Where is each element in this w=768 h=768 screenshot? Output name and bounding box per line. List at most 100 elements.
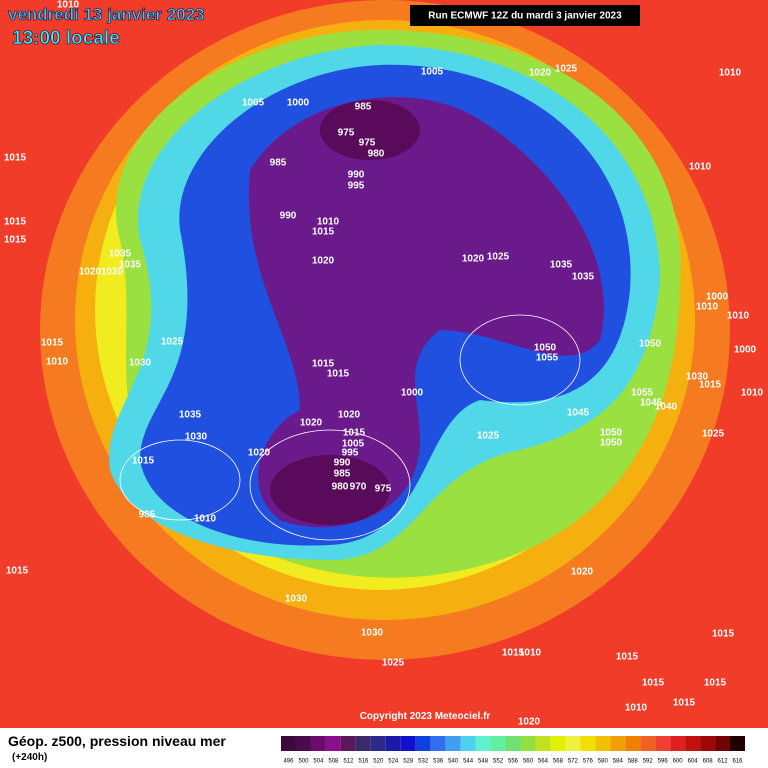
isobar-label: 980: [368, 149, 385, 160]
color-swatch: [610, 736, 626, 751]
color-swatch: [595, 736, 611, 751]
color-swatch: [385, 736, 401, 751]
isobar: [459, 314, 581, 406]
isobar-label: 1015: [4, 153, 27, 164]
isobar-label: 995: [342, 448, 359, 459]
color-swatch: [505, 736, 521, 751]
color-label: 560: [523, 759, 534, 765]
isobar-label: 1030: [285, 594, 308, 605]
isobar-label: 975: [359, 138, 376, 149]
isobar-label: 1010: [317, 217, 340, 228]
isobar-label: 1030: [129, 358, 152, 369]
isobar-label: 1000: [734, 345, 757, 356]
color-swatch: [520, 736, 536, 751]
color-label: 556: [508, 759, 519, 765]
isobar-label: 1020: [338, 410, 361, 421]
isobar-label: 1015: [327, 369, 350, 380]
isobar-label: 1010: [194, 514, 217, 525]
color-label: 588: [628, 759, 639, 765]
isobar-label: 975: [375, 484, 392, 495]
isobar-label: 1035: [109, 249, 132, 260]
color-swatch: [580, 736, 596, 751]
isobar-label: 1015: [343, 428, 366, 439]
color-label: 524: [388, 759, 399, 765]
isobar: [249, 429, 411, 541]
color-swatch: [700, 736, 716, 751]
color-label: 540: [448, 759, 459, 765]
isobar-label: 1035: [119, 260, 142, 271]
isobar-label: 1020: [571, 567, 594, 578]
isobar: [119, 439, 241, 521]
isobar-label: 1020: [300, 418, 323, 429]
color-label: 552: [493, 759, 504, 765]
isobar-label: 1045: [567, 408, 590, 419]
color-swatch: [460, 736, 476, 751]
color-label: 616: [733, 759, 744, 765]
isobar-label: 1010: [625, 703, 648, 714]
color-swatch: [430, 736, 446, 751]
isobar-label: 1015: [41, 338, 64, 349]
time: 13:00 locale: [12, 28, 120, 49]
color-swatch: [310, 736, 326, 751]
isobar-label: 1015: [673, 698, 696, 709]
color-swatch: [535, 736, 551, 751]
isobar-label: 1025: [555, 64, 578, 75]
isobar-label: 985: [270, 158, 287, 169]
color-label: 564: [538, 759, 549, 765]
isobar-label: 990: [348, 170, 365, 181]
low-core: [320, 100, 420, 160]
color-label: 568: [553, 759, 564, 765]
isobar-label: 1030: [361, 628, 384, 639]
isobar-label: 1030: [101, 267, 124, 278]
run-box: [410, 5, 640, 26]
isobar-label: 1035: [179, 410, 202, 421]
color-swatch: [640, 736, 656, 751]
color-swatch: [670, 736, 686, 751]
color-label: 504: [313, 759, 324, 765]
isobar-label: 1045: [640, 398, 663, 409]
color-label: 508: [328, 759, 339, 765]
color-label: 536: [433, 759, 444, 765]
color-label: 576: [583, 759, 594, 765]
isobar-label: 1015: [4, 217, 27, 228]
color-label: 600: [673, 759, 684, 765]
isobar-label: 1020: [529, 68, 552, 79]
isobar-label: 1035: [572, 272, 595, 283]
isobar-label: 1050: [600, 438, 623, 449]
color-swatch: [445, 736, 461, 751]
color-swatch: [685, 736, 701, 751]
isobar-label: 1020: [312, 256, 335, 267]
isobar-label: 1015: [699, 380, 722, 391]
color-swatch: [655, 736, 671, 751]
color-label: 500: [298, 759, 309, 765]
color-label: 572: [568, 759, 579, 765]
isobar-label: 1015: [642, 678, 665, 689]
isobar-label: 1030: [686, 372, 709, 383]
isobar-label: 1010: [719, 68, 742, 79]
isobar-label: 1015: [4, 235, 27, 246]
color-label: 604: [688, 759, 699, 765]
isobar-label: 1000: [401, 388, 424, 399]
isobar-label: 1035: [550, 260, 573, 271]
color-swatch: [730, 736, 745, 751]
color-swatch: [625, 736, 641, 751]
isobar-label: 1010: [727, 311, 750, 322]
isobar-label: 1015: [312, 227, 335, 238]
isobar-label: 1025: [477, 431, 500, 442]
isobar-label: 970: [350, 482, 367, 493]
color-swatch: [370, 736, 386, 751]
isobar-label: 1050: [600, 428, 623, 439]
isobar-label: 995: [348, 181, 365, 192]
color-swatch: [715, 736, 731, 751]
color-swatch: [295, 736, 311, 751]
color-label: 612: [718, 759, 729, 765]
isobar-label: 990: [334, 458, 351, 469]
isobar-label: 1010: [57, 0, 80, 11]
isobar-label: 985: [139, 510, 156, 521]
color-label: 592: [643, 759, 654, 765]
color-swatch: [355, 736, 371, 751]
isobar-label: 985: [334, 469, 351, 480]
color-swatch: [281, 736, 296, 751]
